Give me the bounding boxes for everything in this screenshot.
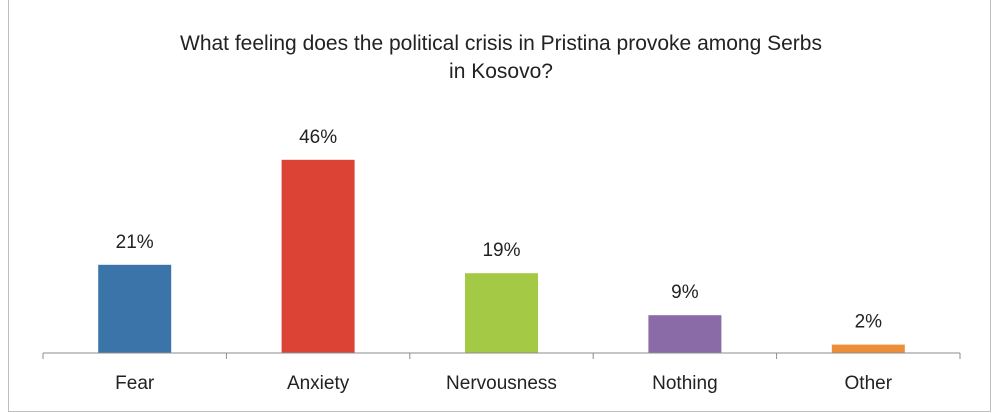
category-label-fear: Fear — [115, 373, 155, 394]
x-axis — [42, 352, 961, 359]
bar-chart: What feeling does the political crisis i… — [42, 32, 961, 394]
data-label-other: 2% — [855, 312, 883, 333]
data-labels-group: 21% 46% 19% 9% 2% — [116, 127, 882, 333]
chart-frame: What feeling does the political crisis i… — [8, 0, 991, 412]
data-label-fear: 21% — [116, 232, 154, 253]
category-label-nothing: Nothing — [652, 373, 718, 394]
category-labels-group: Fear Anxiety Nervousness Nothing Other — [115, 373, 893, 394]
category-label-anxiety: Anxiety — [287, 373, 350, 394]
chart-title-line-2: in Kosovo? — [449, 60, 553, 83]
bar-fear — [98, 264, 172, 353]
data-label-anxiety: 46% — [299, 127, 337, 148]
bar-nothing — [648, 315, 722, 353]
category-label-nervousness: Nervousness — [446, 373, 557, 394]
chart-title-line-1: What feeling does the political crisis i… — [180, 32, 822, 55]
category-label-other: Other — [845, 373, 893, 394]
bar-anxiety — [281, 159, 355, 353]
data-label-nothing: 9% — [671, 282, 699, 303]
data-label-nervousness: 19% — [482, 240, 520, 261]
bars-group — [98, 159, 905, 353]
bar-other — [831, 344, 905, 353]
bar-nervousness — [465, 273, 538, 353]
